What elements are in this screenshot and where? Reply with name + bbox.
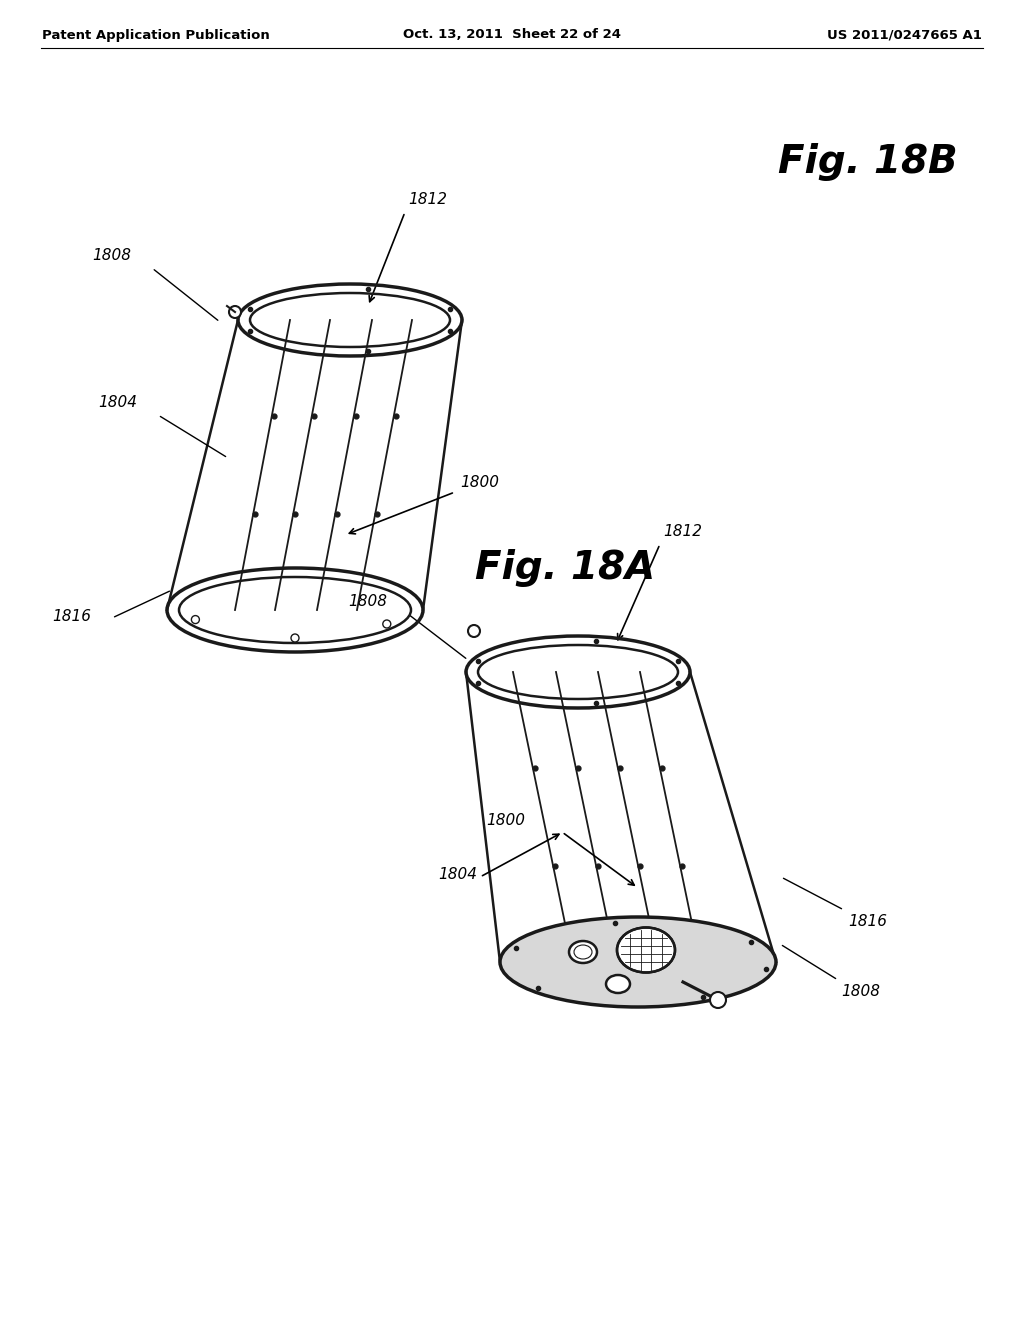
Text: 1816: 1816 — [848, 913, 887, 929]
Circle shape — [710, 993, 726, 1008]
Text: 1808: 1808 — [348, 594, 387, 609]
Circle shape — [191, 615, 200, 623]
Ellipse shape — [617, 928, 675, 973]
Text: Oct. 13, 2011  Sheet 22 of 24: Oct. 13, 2011 Sheet 22 of 24 — [403, 29, 621, 41]
Circle shape — [468, 624, 480, 638]
Circle shape — [229, 306, 241, 318]
Text: 1816: 1816 — [52, 609, 91, 624]
Text: 1808: 1808 — [92, 248, 131, 263]
Text: US 2011/0247665 A1: US 2011/0247665 A1 — [827, 29, 982, 41]
Ellipse shape — [500, 917, 776, 1007]
Circle shape — [291, 634, 299, 642]
Ellipse shape — [606, 975, 630, 993]
Circle shape — [383, 620, 391, 628]
Text: Patent Application Publication: Patent Application Publication — [42, 29, 269, 41]
Text: 1812: 1812 — [663, 524, 702, 539]
Text: 1800: 1800 — [486, 813, 525, 828]
Text: Fig. 18B: Fig. 18B — [778, 143, 957, 181]
Text: Fig. 18A: Fig. 18A — [475, 549, 655, 587]
Text: 1800: 1800 — [460, 475, 499, 490]
Text: 1812: 1812 — [408, 191, 447, 207]
Text: 1808: 1808 — [841, 983, 880, 999]
Text: 1804: 1804 — [98, 395, 137, 411]
Text: 1804: 1804 — [438, 867, 477, 882]
Ellipse shape — [569, 941, 597, 964]
